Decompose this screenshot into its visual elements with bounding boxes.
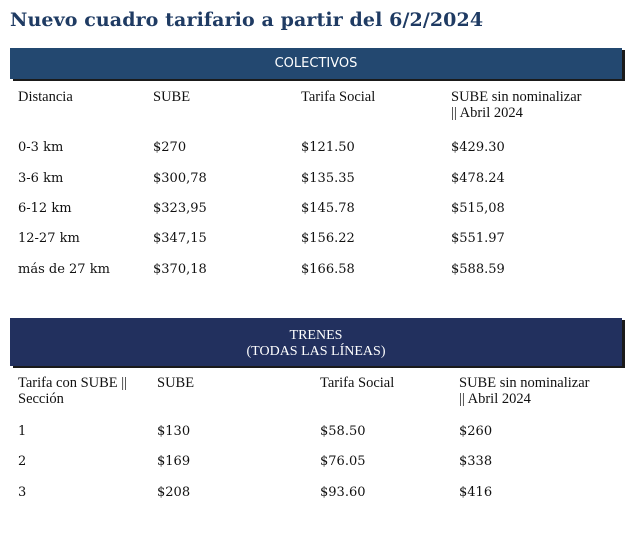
colectivos-col-sube-sin-nominalizar-2: || Abril 2024 [451,105,523,121]
trenes-cell-sube-sin-nominalizar: $416 [459,485,493,500]
colectivos-col-sube: SUBE [153,89,191,105]
colectivos-cell-sube: $300,78 [153,171,207,186]
trenes-cell-sube-sin-nominalizar: $260 [459,424,493,439]
colectivos-cell-sube: $270 [153,140,187,155]
colectivos-cell-sube-sin-nominalizar: $429.30 [451,140,505,155]
colectivos-cell-distancia: 0-3 km [18,140,64,155]
trenes-col-sube-sin-nominalizar: SUBE sin nominalizar [459,375,590,391]
trenes-col-sube-sin-nominalizar-2: || Abril 2024 [459,391,531,407]
trenes-header-label: TRENES [289,328,343,343]
trenes-cell-sube-sin-nominalizar: $338 [459,454,493,469]
colectivos-col-sube-sin-nominalizar: SUBE sin nominalizar [451,89,582,105]
colectivos-cell-tarifa-social: $135.35 [301,171,355,186]
colectivos-col-distancia: Distancia [18,89,73,105]
colectivos-cell-sube-sin-nominalizar: $588.59 [451,262,505,277]
colectivos-cell-sube: $323,95 [153,201,207,216]
colectivos-cell-distancia: 12-27 km [18,231,80,246]
colectivos-header-band: COLECTIVOS [10,48,622,79]
trenes-col-tarifa-social: Tarifa Social [320,375,395,391]
trenes-cell-tarifa-social: $93.60 [320,485,366,500]
trenes-col-tarifa-seccion: Tarifa con SUBE || [18,375,128,391]
trenes-cell-tarifa-social: $58.50 [320,424,366,439]
trenes-cell-sube: $169 [157,454,191,469]
trenes-cell-seccion: 2 [18,454,27,469]
colectivos-cell-tarifa-social: $166.58 [301,262,355,277]
trenes-cell-sube: $130 [157,424,191,439]
trenes-cell-seccion: 1 [18,424,27,439]
trenes-header-band: TRENES (TODAS LAS LÍNEAS) [10,318,622,366]
colectivos-cell-sube-sin-nominalizar: $515,08 [451,201,505,216]
page-title: Nuevo cuadro tarifario a partir del 6/2/… [10,9,484,31]
colectivos-cell-distancia: 6-12 km [18,201,72,216]
colectivos-cell-tarifa-social: $145.78 [301,201,355,216]
trenes-col-tarifa-seccion-2: Sección [18,391,64,407]
trenes-col-sube: SUBE [157,375,195,391]
colectivos-cell-tarifa-social: $156.22 [301,231,355,246]
colectivos-col-tarifa-social: Tarifa Social [301,89,376,105]
colectivos-cell-distancia: más de 27 km [18,262,110,277]
colectivos-cell-sube-sin-nominalizar: $551.97 [451,231,505,246]
trenes-cell-seccion: 3 [18,485,27,500]
trenes-cell-sube: $208 [157,485,191,500]
colectivos-header-label: COLECTIVOS [274,56,358,71]
colectivos-cell-distancia: 3-6 km [18,171,64,186]
colectivos-cell-sube: $370,18 [153,262,207,277]
trenes-cell-tarifa-social: $76.05 [320,454,366,469]
colectivos-cell-tarifa-social: $121.50 [301,140,355,155]
colectivos-cell-sube: $347,15 [153,231,207,246]
trenes-header-sublabel: (TODAS LAS LÍNEAS) [246,344,386,359]
colectivos-cell-sube-sin-nominalizar: $478.24 [451,171,505,186]
